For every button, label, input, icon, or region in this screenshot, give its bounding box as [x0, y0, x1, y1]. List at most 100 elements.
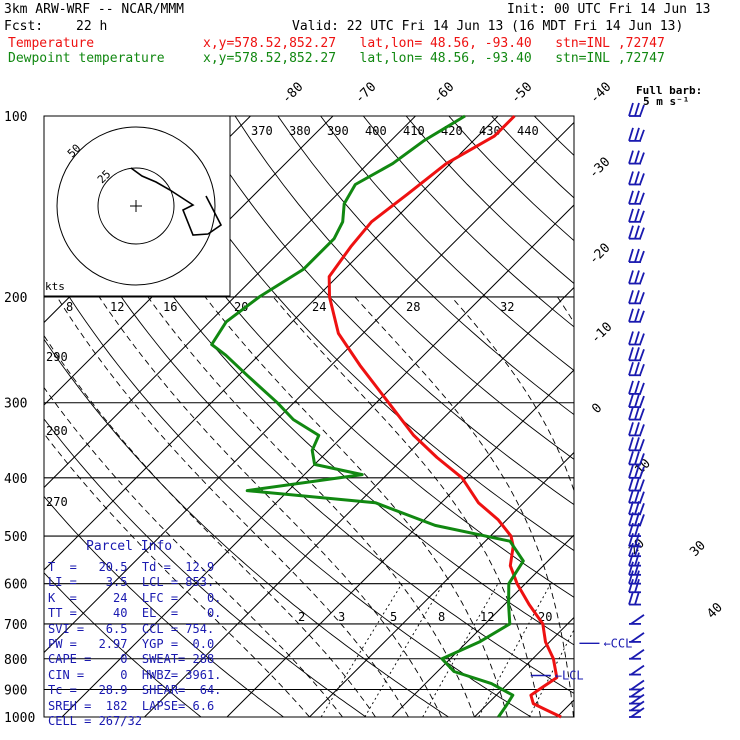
pressure-tick-label: 400: [4, 472, 27, 487]
wind-barb: [628, 361, 645, 377]
wind-barb-flag: [639, 382, 645, 395]
wind-barb: [629, 632, 645, 643]
wind-barb-flag: [634, 552, 640, 566]
temperature-tick-label: -50: [508, 80, 535, 107]
wind-barb-flag: [639, 192, 645, 205]
wind-barb-flag: [634, 489, 640, 503]
wet-bulb-label: 28: [406, 300, 420, 314]
wind-barb-flag: [628, 127, 634, 142]
wind-barb: [629, 679, 645, 691]
dry-adiabat: [44, 165, 574, 694]
temperature-tick-label: -30: [586, 155, 613, 182]
wind-barb: [628, 533, 641, 548]
pressure-tick-label: 500: [4, 530, 27, 545]
isotherm-line: [44, 116, 416, 489]
temperature-tick-label: 40: [704, 600, 726, 622]
wind-barb: [628, 591, 641, 606]
wet-bulb-label: 24: [312, 300, 326, 314]
wind-barb-flag: [628, 393, 634, 408]
wind-barb-flag: [628, 578, 634, 593]
wind-barb-flag: [634, 437, 640, 451]
parcel-info-row: Tc = 28.9 SHEAR= 64.: [48, 683, 222, 698]
wind-barb-flag: [634, 347, 640, 361]
parcel-info-row: SVI = 6.5 CCL = 754.: [48, 621, 215, 636]
wind-barb-flag: [634, 477, 640, 491]
wind-barb-flag: [634, 127, 640, 142]
temperature-tick-label: -70: [352, 80, 379, 107]
wind-barb-flag: [630, 686, 645, 698]
dry-adiabat: [44, 572, 202, 717]
mixing-ratio-line: [364, 583, 444, 717]
pressure-tick-label: 200: [4, 291, 27, 306]
wind-barb-flag: [628, 308, 634, 323]
theta-label: 400: [365, 124, 387, 138]
wet-bulb-label: 12: [110, 300, 124, 314]
wind-barb-flag: [639, 333, 645, 345]
wind-barb-flag: [634, 591, 640, 605]
wind-barb: [628, 290, 645, 305]
wind-barb-flag: [634, 248, 640, 263]
wind-barb-flag: [634, 308, 640, 323]
mixing-ratio-line: [478, 583, 552, 717]
dry-adiabat: [320, 116, 574, 371]
wind-barb-flag: [628, 512, 634, 526]
wind-barb-flag: [634, 380, 640, 395]
dry-adiabat: [63, 116, 574, 646]
parcel-info-row: PW = 2.97 YGP = 0.0: [48, 637, 215, 651]
isotherm-line: [556, 699, 574, 717]
wind-barb: [628, 308, 645, 323]
wind-barb-flag: [628, 591, 634, 605]
isotherm-line: [474, 616, 574, 717]
wind-barb-flag: [639, 152, 645, 164]
isotherm-line: [44, 116, 499, 571]
temperature-tick-label: -80: [279, 80, 306, 107]
isotherm-line: [309, 451, 574, 717]
wind-barb-flag: [634, 561, 640, 576]
moist-adiabat: [56, 296, 409, 717]
wind-barb-flag: [628, 380, 634, 395]
theta-label: 410: [403, 124, 425, 138]
wind-barb-flag: [639, 227, 645, 239]
parcel-info-title: Parcel Info: [86, 539, 173, 554]
wind-barb-flag: [639, 104, 645, 117]
pressure-tick-label: 900: [4, 683, 27, 698]
wind-barb: [629, 664, 645, 676]
theta-label: 440: [517, 124, 539, 138]
wind-barb-flag: [628, 451, 634, 465]
wind-barb-flag: [628, 190, 634, 205]
wind-barb-flag: [639, 453, 645, 465]
wind-barb-flag: [639, 491, 645, 504]
parcel-info-row: CIN = 0 HWBZ= 3961.: [48, 667, 222, 682]
wind-barb-flag: [634, 578, 640, 593]
pressure-tick-label: 100: [4, 110, 27, 125]
wind-barb: [628, 347, 645, 362]
isotherm-line: [226, 369, 574, 717]
wind-barb-flag: [639, 408, 645, 420]
wind-barb-flag: [634, 501, 640, 515]
wind-barb: [628, 437, 645, 452]
wind-barb-flag: [628, 171, 634, 185]
parcel-info-row: SREH = 182 LAPSE= 6.6: [48, 698, 215, 713]
temperature-tick-label: -10: [588, 320, 615, 347]
isotherm-line: [391, 534, 574, 717]
pressure-tick-label: 1000: [4, 711, 35, 726]
mixing-ratio-line: [320, 583, 403, 717]
theta-label: 420: [441, 124, 463, 138]
dry-adiabat: [106, 116, 574, 598]
wind-barb-flag: [628, 361, 634, 376]
wind-barb: [628, 451, 645, 466]
wind-barb-flag: [634, 451, 640, 465]
wind-barb-flag: [628, 248, 634, 263]
dry-adiabat: [448, 116, 574, 242]
temperature-tick-label: -60: [430, 80, 457, 107]
wind-barb-flag: [639, 173, 645, 185]
wind-barb-flag: [630, 679, 645, 691]
wind-barb-flag: [630, 632, 645, 643]
parcel-info-row: CELL = 267/32: [48, 714, 142, 728]
wind-barb: [628, 150, 645, 165]
mixing-ratio-label: 5: [390, 610, 397, 624]
wind-barb-flag: [634, 533, 640, 547]
wind-barb-flag: [628, 522, 634, 537]
wind-barb-flag: [630, 693, 645, 705]
